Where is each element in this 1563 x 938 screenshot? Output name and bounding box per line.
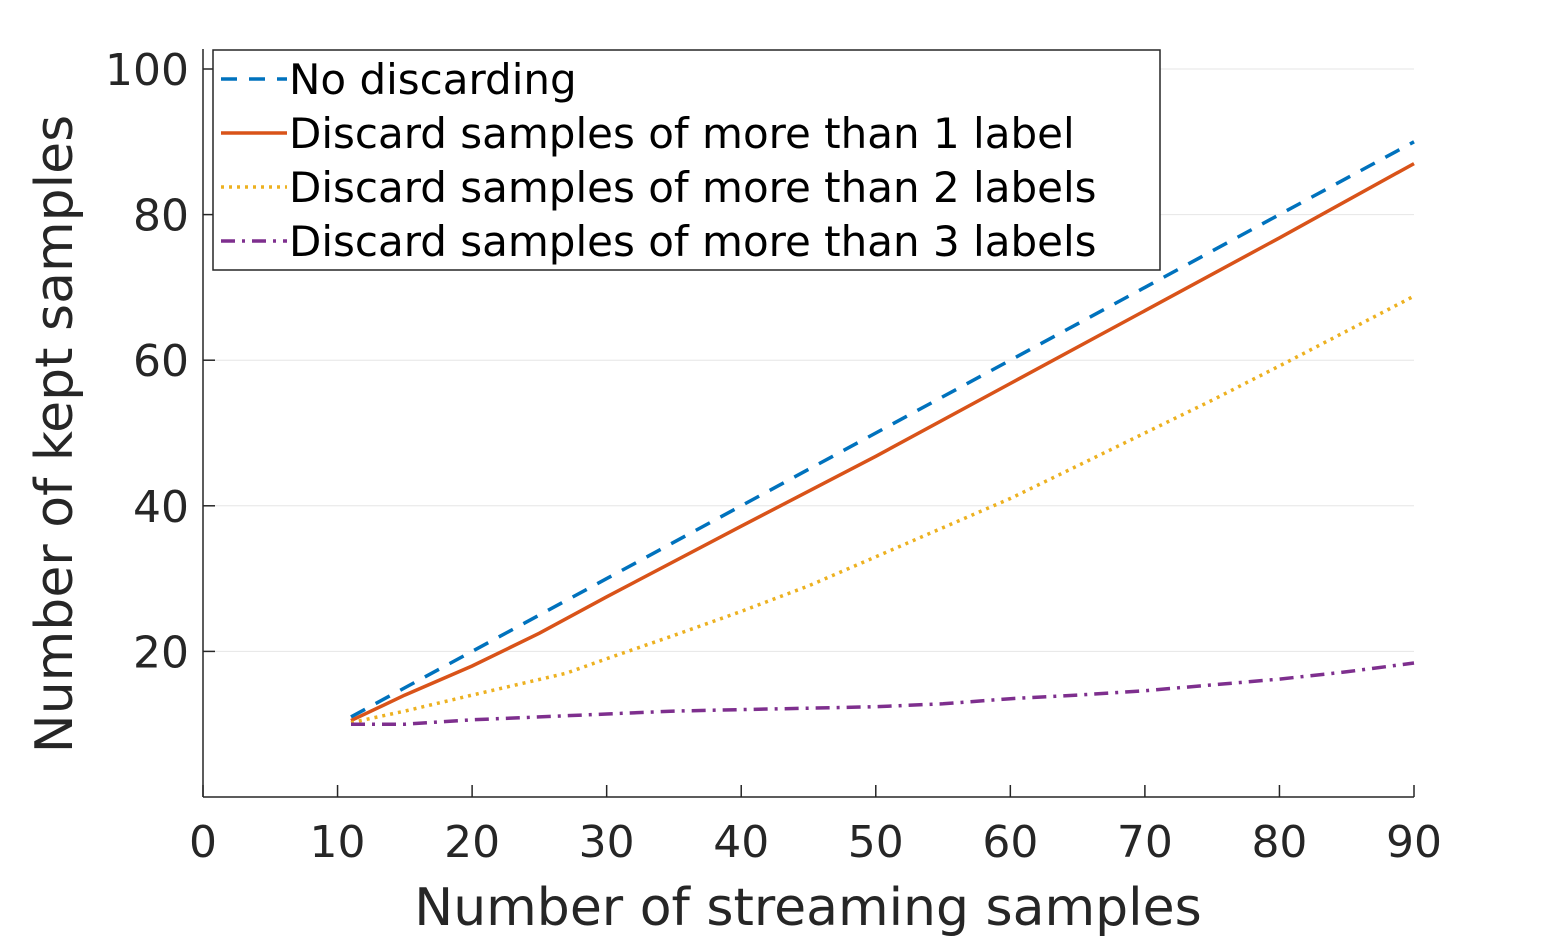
- x-tick-label: 30: [579, 817, 635, 868]
- legend-entry: Discard samples of more than 1 label: [289, 109, 1075, 158]
- x-tick-label: 80: [1251, 817, 1307, 868]
- legend-entry: Discard samples of more than 3 labels: [289, 217, 1097, 266]
- axes: [202, 49, 1415, 798]
- legend-entry: No discarding: [289, 55, 577, 104]
- y-tick-label: 40: [133, 482, 189, 533]
- y-tick-label: 60: [133, 336, 189, 387]
- legend-box: [212, 49, 1161, 271]
- series-line-2: [350, 162, 1415, 723]
- x-tick-label: 60: [982, 817, 1038, 868]
- x-tick-label: 0: [189, 817, 217, 868]
- x-tick-label: 10: [310, 817, 366, 868]
- series-line-1: [350, 140, 1415, 719]
- legend-entry: Discard samples of more than 2 labels: [289, 163, 1097, 212]
- x-tick-label: 40: [713, 817, 769, 868]
- y-tick-label: 20: [133, 627, 189, 678]
- y-axis-label: Number of kept samples: [25, 115, 85, 753]
- legend: No discarding Discard samples of more tha…: [212, 49, 1161, 271]
- x-tick-label: 90: [1386, 817, 1442, 868]
- x-tick-label: 70: [1117, 817, 1173, 868]
- series-line-4: [351, 661, 1415, 726]
- x-axis-label: Number of streaming samples: [414, 878, 1201, 938]
- x-tick-label: 20: [444, 817, 500, 868]
- y-tick-label: 100: [105, 45, 189, 96]
- x-tick-label: 50: [848, 817, 904, 868]
- y-tick-label: 80: [133, 191, 189, 242]
- tick-labels: 0 10 20 30 40 50 60 70 80 90 20 40 60 80 100: [105, 45, 1442, 868]
- series-lines: [350, 140, 1415, 726]
